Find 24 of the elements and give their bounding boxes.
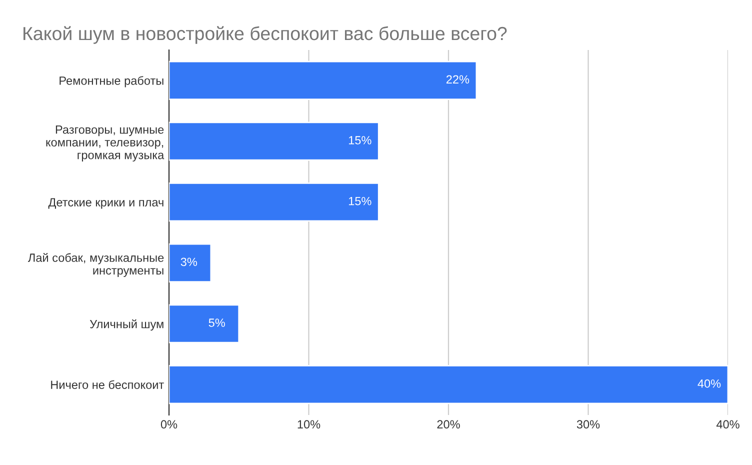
y-tick-label: Разговоры, шумные компании, телевизор, громкая музыка [46, 126, 164, 162]
bar [169, 365, 728, 404]
y-tick-label: Ничего не беспокоит [51, 380, 164, 389]
data-label: 15% [348, 196, 372, 206]
data-label: 22% [446, 75, 470, 84]
x-tick-label: 40% [716, 420, 740, 429]
chart-title: Какой шум в новостройке беспокоит вас больше всего? [24, 26, 507, 44]
bar [169, 60, 478, 100]
data-label: 15% [348, 136, 372, 144]
data-label: 40% [698, 379, 721, 388]
bar [169, 304, 240, 344]
data-label: 5% [208, 318, 225, 327]
x-tick-label: 0% [160, 420, 178, 429]
y-tick-label: Детские крики и плач [48, 198, 164, 209]
bar [169, 122, 380, 161]
y-tick-label: Лай собак, музыкальные инструменты [28, 253, 164, 277]
y-tick-label: Ремонтные работы [60, 76, 164, 88]
y-tick-label: Уличный шум [90, 319, 164, 331]
x-tick-label: 30% [576, 420, 600, 429]
bar [169, 182, 380, 222]
x-tick-label: 20% [437, 420, 460, 429]
x-tick-label: 10% [298, 420, 320, 429]
bar [169, 243, 212, 282]
data-label: 3% [180, 258, 198, 266]
